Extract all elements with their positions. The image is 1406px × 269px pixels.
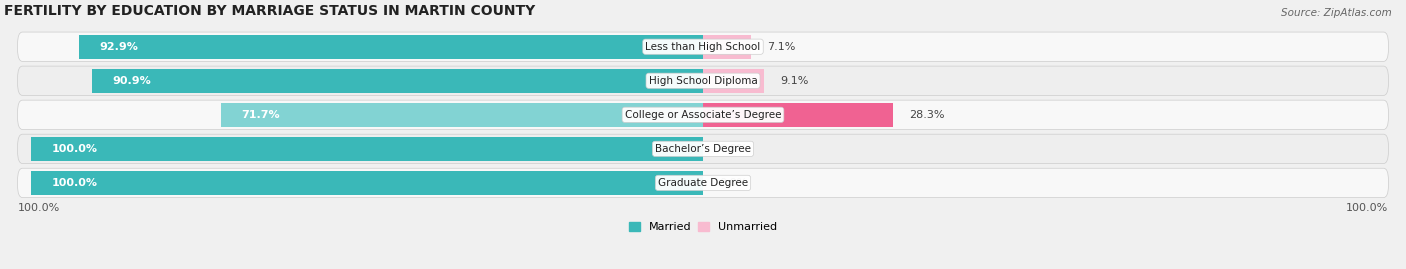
FancyBboxPatch shape	[18, 32, 1388, 61]
Text: 0.0%: 0.0%	[718, 144, 748, 154]
Text: High School Diploma: High School Diploma	[648, 76, 758, 86]
Text: 28.3%: 28.3%	[910, 110, 945, 120]
Text: 100.0%: 100.0%	[18, 203, 60, 213]
Text: Source: ZipAtlas.com: Source: ZipAtlas.com	[1281, 8, 1392, 18]
FancyBboxPatch shape	[18, 168, 1388, 197]
Text: Graduate Degree: Graduate Degree	[658, 178, 748, 188]
Text: College or Associate’s Degree: College or Associate’s Degree	[624, 110, 782, 120]
Bar	[31, 171, 703, 195]
Text: 92.9%: 92.9%	[98, 42, 138, 52]
Bar	[703, 103, 893, 127]
FancyBboxPatch shape	[18, 134, 1388, 164]
Text: Less than High School: Less than High School	[645, 42, 761, 52]
Legend: Married, Unmarried: Married, Unmarried	[624, 218, 782, 237]
Text: 100.0%: 100.0%	[1346, 203, 1388, 213]
Bar	[703, 35, 751, 59]
Bar	[93, 69, 703, 93]
Text: Bachelor’s Degree: Bachelor’s Degree	[655, 144, 751, 154]
Text: 7.1%: 7.1%	[766, 42, 796, 52]
Text: 9.1%: 9.1%	[780, 76, 808, 86]
Bar	[221, 103, 703, 127]
Text: 71.7%: 71.7%	[242, 110, 280, 120]
Bar	[703, 69, 763, 93]
Text: 90.9%: 90.9%	[112, 76, 150, 86]
Text: 100.0%: 100.0%	[51, 178, 97, 188]
Text: FERTILITY BY EDUCATION BY MARRIAGE STATUS IN MARTIN COUNTY: FERTILITY BY EDUCATION BY MARRIAGE STATU…	[4, 4, 536, 18]
FancyBboxPatch shape	[18, 66, 1388, 95]
FancyBboxPatch shape	[18, 100, 1388, 129]
Bar	[79, 35, 703, 59]
Text: 0.0%: 0.0%	[718, 178, 748, 188]
Text: 100.0%: 100.0%	[51, 144, 97, 154]
Bar	[31, 137, 703, 161]
